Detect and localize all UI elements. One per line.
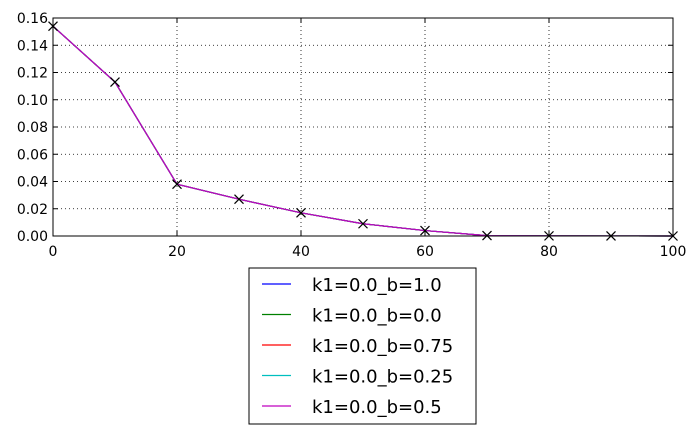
y-tick-label: 0.16 [17, 11, 48, 27]
legend-label: k1=0.0_b=0.0 [312, 306, 442, 327]
series-line [52, 25, 674, 237]
legend-label: k1=0.0_b=0.75 [312, 336, 453, 357]
x-marker-stroke [172, 179, 182, 190]
legend-entry: k1=0.0_b=0.0 [262, 306, 442, 327]
legend: k1=0.0_b=1.0 k1=0.0_b=0.0 k1=0.0_b=0.75 k1=… [248, 267, 477, 425]
y-tick-label: 0.06 [17, 147, 48, 163]
series-line [52, 25, 674, 237]
x-tick-label: 20 [168, 244, 186, 260]
x-marker-stroke [110, 77, 120, 87]
legend-label: k1=0.0_b=0.25 [312, 367, 453, 388]
x-marker [110, 77, 120, 87]
series-line [52, 25, 674, 237]
y-tick-label: 0.14 [17, 38, 48, 54]
data-markers [48, 21, 678, 241]
legend-entry: k1=0.0_b=0.25 [262, 367, 453, 388]
y-tick-label: 0.12 [17, 66, 48, 82]
series-line [52, 25, 674, 237]
legend-label: k1=0.0_b=0.5 [312, 397, 442, 418]
series-line [52, 25, 674, 237]
x-marker [420, 225, 430, 236]
y-tick-label: 0.00 [17, 229, 48, 245]
x-marker [296, 207, 306, 218]
x-marker-stroke [234, 194, 244, 205]
y-tick-label: 0.08 [17, 120, 48, 136]
series-lines [52, 25, 674, 237]
x-marker [172, 179, 182, 190]
legend-label: k1=0.0_b=1.0 [312, 275, 442, 296]
axis-ticks: 0 20 40 60 80 100 0.00 0.02 0.04 0.06 0.08 0.10 0.12… [17, 11, 687, 260]
legend-entry: k1=0.0_b=1.0 [262, 275, 442, 296]
x-tick-label: 100 [660, 244, 687, 260]
x-tick-label: 0 [49, 244, 58, 260]
legend-entry: k1=0.0_b=0.75 [262, 336, 453, 357]
y-tick-label: 0.10 [17, 93, 48, 109]
y-tick-label: 0.04 [17, 175, 48, 191]
x-marker-stroke [358, 218, 368, 229]
x-marker [234, 194, 244, 205]
x-tick-label: 60 [416, 244, 434, 260]
x-marker-stroke [296, 207, 306, 218]
grid [52, 17, 674, 237]
x-marker-stroke [420, 225, 430, 236]
x-tick-label: 80 [540, 244, 558, 260]
y-tick-label: 0.02 [17, 202, 48, 218]
legend-box [248, 267, 477, 425]
x-marker [358, 218, 368, 229]
x-tick-label: 40 [292, 244, 310, 260]
legend-entry: k1=0.0_b=0.5 [262, 397, 442, 418]
